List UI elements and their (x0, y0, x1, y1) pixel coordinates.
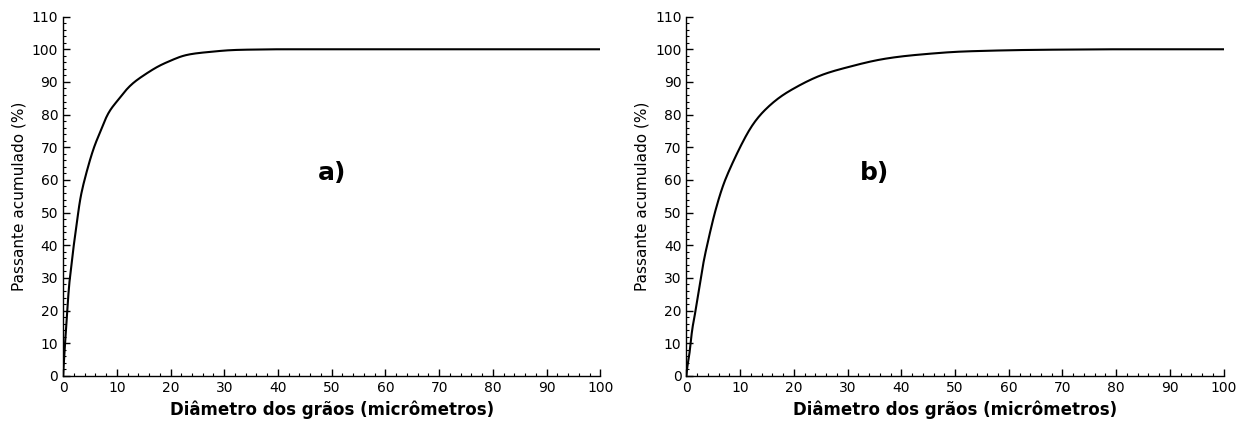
X-axis label: Diâmetro dos grãos (micrômetros): Diâmetro dos grãos (micrômetros) (792, 400, 1117, 419)
Y-axis label: Passante acumulado (%): Passante acumulado (%) (634, 101, 649, 291)
Text: a): a) (317, 161, 346, 185)
Text: b): b) (860, 161, 889, 185)
X-axis label: Diâmetro dos grãos (micrômetros): Diâmetro dos grãos (micrômetros) (170, 400, 494, 419)
Y-axis label: Passante acumulado (%): Passante acumulado (%) (11, 101, 26, 291)
